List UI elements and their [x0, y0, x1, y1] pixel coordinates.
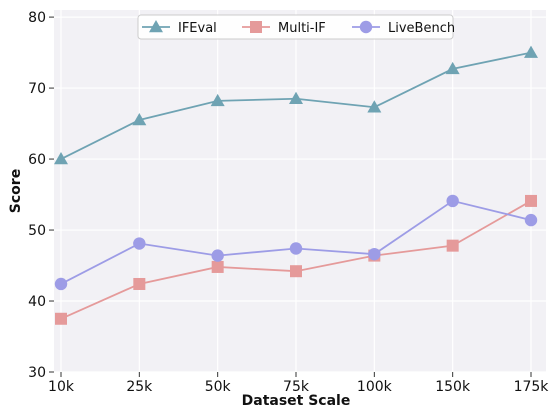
legend: IFEval Multi-IF LiveBench [137, 14, 455, 40]
data-point [133, 277, 146, 290]
series-ifeval [54, 45, 538, 165]
x-tick-label: 75k [283, 379, 310, 395]
data-point [55, 312, 67, 325]
data-point [446, 194, 459, 208]
y-tick-label: 50 [28, 223, 46, 239]
legend-box [137, 14, 454, 40]
data-point [367, 100, 382, 113]
y-axis-title: Score [8, 169, 24, 213]
data-point [524, 45, 538, 58]
x-tick-label: 10k [48, 379, 75, 395]
x-tick-label: 100k [357, 379, 393, 395]
legend-marker [359, 20, 373, 34]
x-tick-label: 25k [126, 379, 153, 395]
axes: 30 40 50 60 70 80 10k 25k 50k 75k 100k 150k 175k [28, 10, 549, 395]
data-point [445, 61, 460, 75]
data-point [525, 194, 537, 207]
series-layer [54, 45, 538, 325]
legend-label: LiveBench [388, 21, 455, 36]
y-tick-label: 70 [28, 81, 46, 97]
legend-marker [149, 20, 163, 33]
x-tick-label: 175k [514, 379, 550, 395]
x-tick-label: 50k [205, 379, 232, 395]
legend-item: IFEval [142, 20, 217, 36]
y-tick-label: 80 [28, 10, 46, 26]
plot-background [54, 10, 546, 372]
x-tick-label: 150k [435, 379, 471, 395]
legend-marker [250, 21, 262, 33]
data-point [524, 213, 538, 227]
grid-lines [54, 10, 546, 373]
data-point [446, 239, 459, 252]
data-point [133, 237, 146, 250]
data-point [210, 93, 225, 107]
data-point [289, 242, 303, 255]
legend-item: Multi-IF [242, 21, 326, 36]
legend-item: LiveBench [352, 20, 455, 36]
y-tick-label: 60 [28, 152, 46, 168]
data-point [54, 277, 68, 291]
series-livebench [54, 194, 538, 291]
y-tick-label: 30 [28, 365, 46, 381]
data-point [54, 152, 68, 165]
series-multi-if [55, 194, 537, 325]
data-point [211, 249, 224, 262]
data-point [290, 265, 302, 278]
legend-label: Multi-IF [278, 21, 326, 36]
data-point [289, 91, 303, 104]
data-point [368, 247, 381, 261]
y-tick-label: 40 [28, 294, 46, 310]
x-axis-title: Dataset Scale [242, 393, 351, 409]
data-point [132, 113, 147, 126]
legend-label: IFEval [178, 21, 217, 36]
data-point [211, 260, 224, 273]
